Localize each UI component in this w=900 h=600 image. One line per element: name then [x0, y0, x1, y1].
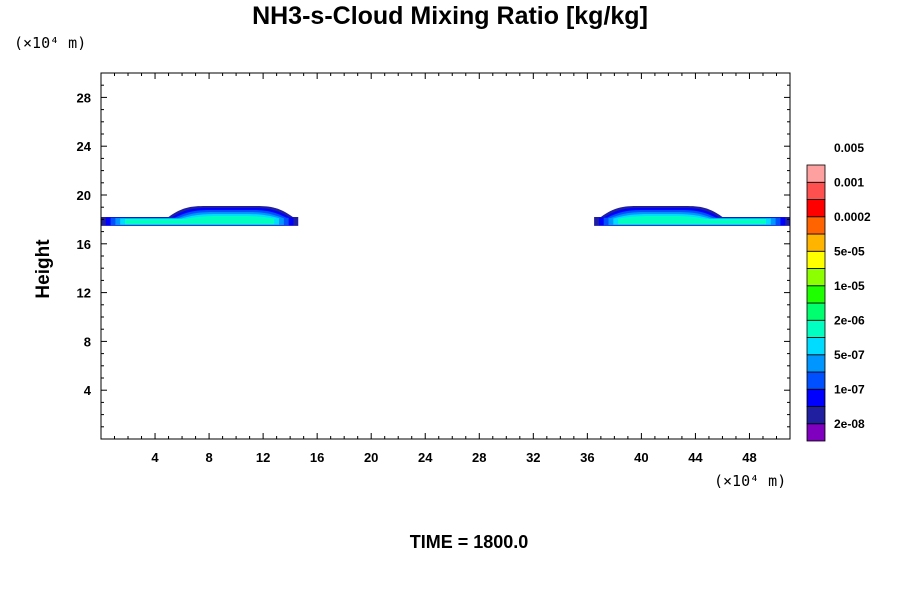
x-tick-label: 40: [634, 450, 648, 465]
colorbar-label: 5e-07: [834, 348, 865, 362]
x-axis: 4 8 12 16 20 24 28 32 36 40 44 48: [114, 73, 777, 465]
colorbar-swatch: [806, 388, 826, 407]
colorbar-swatch: [806, 233, 826, 252]
colorbar-label: 2e-06: [834, 313, 865, 327]
colorbar-label: 0.0002: [834, 210, 871, 224]
x-tick-label: 4: [151, 450, 159, 465]
y-axis: 4 8 12 16 20 24 28: [77, 84, 790, 428]
y-tick-label: 4: [84, 383, 92, 398]
colorbar-swatch: [806, 371, 826, 390]
colorbar-label: 5e-05: [834, 244, 865, 258]
y-tick-label: 8: [84, 334, 91, 349]
colorbar-swatch: [806, 250, 826, 269]
x-tick-label: 16: [310, 450, 324, 465]
colorbar-swatch: [806, 285, 826, 304]
colorbar-label: 2e-08: [834, 417, 865, 431]
x-tick-label: 32: [526, 450, 540, 465]
colorbar-label: 1e-07: [834, 382, 865, 396]
x-tick-label: 36: [580, 450, 594, 465]
colorbar-swatch: [806, 216, 826, 235]
cloud-contour: [616, 215, 766, 225]
colorbar: 2e-08 1e-07 5e-07 2e-06 1e-05 5e-05 0.0002 0.00…: [806, 141, 871, 442]
x-tick-label: 24: [418, 450, 433, 465]
y-tick-label: 16: [77, 237, 91, 252]
y-tick-label: 12: [77, 286, 91, 301]
colorbar-label: 1e-05: [834, 279, 865, 293]
x-tick-label: 44: [688, 450, 703, 465]
chart-title: NH3-s-Cloud Mixing Ratio [kg/kg]: [252, 2, 648, 30]
plot-frame: [100, 72, 791, 440]
x-tick-label: 12: [256, 450, 270, 465]
y-tick-label: 28: [77, 90, 91, 105]
colorbar-swatch: [806, 302, 826, 321]
colorbar-swatch: [806, 181, 826, 200]
colorbar-swatch: [806, 406, 826, 425]
time-label: TIME = 1800.0: [409, 532, 529, 552]
cloud-layer: [101, 205, 790, 226]
x-tick-label: 8: [205, 450, 212, 465]
colorbar-swatch: [806, 164, 826, 183]
colorbar-swatch: [806, 354, 826, 373]
x-tick-label: 20: [364, 450, 378, 465]
x-axis-unit: (×10⁴ m): [714, 472, 787, 490]
colorbar-swatch: [806, 268, 826, 287]
colorbar-swatch: [806, 319, 826, 338]
x-tick-label: 28: [472, 450, 486, 465]
colorbar-swatch: [806, 423, 826, 442]
colorbar-swatch: [806, 199, 826, 218]
y-tick-label: 20: [77, 188, 91, 203]
colorbar-swatch: [806, 337, 826, 356]
cloud-contour: [125, 215, 277, 225]
colorbar-label: 0.005: [834, 141, 864, 155]
x-tick-label: 48: [742, 450, 756, 465]
y-tick-label: 24: [77, 139, 92, 154]
y-axis-unit: (×10⁴ m): [14, 34, 87, 52]
colorbar-label: 0.001: [834, 175, 864, 189]
